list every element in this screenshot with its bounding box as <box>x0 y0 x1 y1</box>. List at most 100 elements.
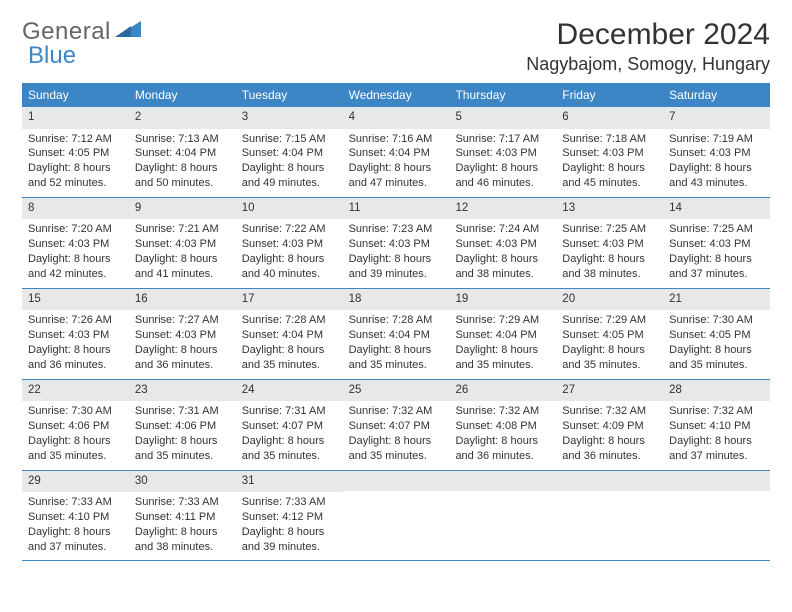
dayheader-wednesday: Wednesday <box>343 83 450 107</box>
sunrise: Sunrise: 7:28 AM <box>349 313 444 328</box>
day-cell <box>449 471 556 561</box>
sunset: Sunset: 4:04 PM <box>135 146 230 161</box>
day-body: Sunrise: 7:32 AMSunset: 4:08 PMDaylight:… <box>449 401 556 469</box>
day-cell: 2Sunrise: 7:13 AMSunset: 4:04 PMDaylight… <box>129 107 236 197</box>
day-number: 17 <box>236 289 343 311</box>
daylight-1: Daylight: 8 hours <box>455 343 550 358</box>
sunrise: Sunrise: 7:22 AM <box>242 222 337 237</box>
day-number: 2 <box>129 107 236 129</box>
day-cell: 17Sunrise: 7:28 AMSunset: 4:04 PMDayligh… <box>236 289 343 379</box>
sunrise: Sunrise: 7:32 AM <box>562 404 657 419</box>
day-number: 20 <box>556 289 663 311</box>
location: Nagybajom, Somogy, Hungary <box>526 54 770 75</box>
day-cell <box>663 471 770 561</box>
daylight-2: and 35 minutes. <box>28 449 123 464</box>
day-body: Sunrise: 7:32 AMSunset: 4:09 PMDaylight:… <box>556 401 663 469</box>
sunrise: Sunrise: 7:20 AM <box>28 222 123 237</box>
day-body: Sunrise: 7:24 AMSunset: 4:03 PMDaylight:… <box>449 219 556 287</box>
day-cell: 14Sunrise: 7:25 AMSunset: 4:03 PMDayligh… <box>663 198 770 288</box>
sunrise: Sunrise: 7:12 AM <box>28 132 123 147</box>
daylight-2: and 41 minutes. <box>135 267 230 282</box>
day-body: Sunrise: 7:22 AMSunset: 4:03 PMDaylight:… <box>236 219 343 287</box>
sunrise: Sunrise: 7:28 AM <box>242 313 337 328</box>
sunrise: Sunrise: 7:30 AM <box>28 404 123 419</box>
daylight-2: and 40 minutes. <box>242 267 337 282</box>
day-number: 11 <box>343 198 450 220</box>
sunrise: Sunrise: 7:18 AM <box>562 132 657 147</box>
day-body: Sunrise: 7:15 AMSunset: 4:04 PMDaylight:… <box>236 129 343 197</box>
day-cell: 15Sunrise: 7:26 AMSunset: 4:03 PMDayligh… <box>22 289 129 379</box>
sunset: Sunset: 4:04 PM <box>349 328 444 343</box>
day-body: Sunrise: 7:31 AMSunset: 4:07 PMDaylight:… <box>236 401 343 469</box>
sunset: Sunset: 4:03 PM <box>28 328 123 343</box>
day-number <box>556 471 663 491</box>
daylight-1: Daylight: 8 hours <box>242 161 337 176</box>
day-number: 16 <box>129 289 236 311</box>
daylight-1: Daylight: 8 hours <box>349 343 444 358</box>
weeks-container: 1 Sunrise: 7:12 AM Sunset: 4:05 PM Daylight… <box>22 107 770 561</box>
day-cell: 26Sunrise: 7:32 AMSunset: 4:08 PMDayligh… <box>449 380 556 470</box>
week-row: 22Sunrise: 7:30 AMSunset: 4:06 PMDayligh… <box>22 380 770 471</box>
sunrise: Sunrise: 7:23 AM <box>349 222 444 237</box>
day-body: Sunrise: 7:29 AMSunset: 4:05 PMDaylight:… <box>556 310 663 378</box>
day-cell: 24Sunrise: 7:31 AMSunset: 4:07 PMDayligh… <box>236 380 343 470</box>
daylight-2: and 35 minutes. <box>669 358 764 373</box>
daylight-2: and 36 minutes. <box>455 449 550 464</box>
sunrise: Sunrise: 7:32 AM <box>349 404 444 419</box>
daylight-2: and 37 minutes. <box>28 540 123 555</box>
daylight-1: Daylight: 8 hours <box>28 343 123 358</box>
dayheader-monday: Monday <box>129 83 236 107</box>
sunrise: Sunrise: 7:24 AM <box>455 222 550 237</box>
day-number: 19 <box>449 289 556 311</box>
daylight-2: and 43 minutes. <box>669 176 764 191</box>
daylight-1: Daylight: 8 hours <box>455 252 550 267</box>
day-body: Sunrise: 7:17 AMSunset: 4:03 PMDaylight:… <box>449 129 556 197</box>
daylight-2: and 47 minutes. <box>349 176 444 191</box>
day-body: Sunrise: 7:32 AMSunset: 4:10 PMDaylight:… <box>663 401 770 469</box>
daylight-1: Daylight: 8 hours <box>242 525 337 540</box>
daylight-2: and 35 minutes. <box>349 358 444 373</box>
daylight-2: and 38 minutes. <box>562 267 657 282</box>
day-cell: 11Sunrise: 7:23 AMSunset: 4:03 PMDayligh… <box>343 198 450 288</box>
daylight-2: and 36 minutes. <box>135 358 230 373</box>
day-cell: 28Sunrise: 7:32 AMSunset: 4:10 PMDayligh… <box>663 380 770 470</box>
daylight-2: and 36 minutes. <box>28 358 123 373</box>
sunrise: Sunrise: 7:26 AM <box>28 313 123 328</box>
dayheader-saturday: Saturday <box>663 83 770 107</box>
day-body: Sunrise: 7:19 AMSunset: 4:03 PMDaylight:… <box>663 129 770 197</box>
day-body: Sunrise: 7:25 AMSunset: 4:03 PMDaylight:… <box>663 219 770 287</box>
day-body: Sunrise: 7:33 AMSunset: 4:10 PMDaylight:… <box>22 492 129 560</box>
day-cell: 16Sunrise: 7:27 AMSunset: 4:03 PMDayligh… <box>129 289 236 379</box>
day-number <box>343 471 450 491</box>
sunset: Sunset: 4:05 PM <box>562 328 657 343</box>
day-body: Sunrise: 7:28 AMSunset: 4:04 PMDaylight:… <box>236 310 343 378</box>
sunrise: Sunrise: 7:15 AM <box>242 132 337 147</box>
day-cell: 21Sunrise: 7:30 AMSunset: 4:05 PMDayligh… <box>663 289 770 379</box>
day-cell <box>343 471 450 561</box>
day-cell: 1Sunrise: 7:12 AMSunset: 4:05 PMDaylight… <box>22 107 129 197</box>
sunset: Sunset: 4:07 PM <box>349 419 444 434</box>
day-body: Sunrise: 7:21 AMSunset: 4:03 PMDaylight:… <box>129 219 236 287</box>
daylight-1: Daylight: 8 hours <box>135 525 230 540</box>
day-number: 12 <box>449 198 556 220</box>
daylight-2: and 35 minutes. <box>455 358 550 373</box>
day-cell: 12Sunrise: 7:24 AMSunset: 4:03 PMDayligh… <box>449 198 556 288</box>
day-number: 27 <box>556 380 663 402</box>
sunset: Sunset: 4:03 PM <box>562 237 657 252</box>
sunrise: Sunrise: 7:33 AM <box>135 495 230 510</box>
calendar: Sunday Monday Tuesday Wednesday Thursday… <box>22 83 770 561</box>
daylight-1: Daylight: 8 hours <box>349 434 444 449</box>
sunrise: Sunrise: 7:32 AM <box>669 404 764 419</box>
day-cell: 20Sunrise: 7:29 AMSunset: 4:05 PMDayligh… <box>556 289 663 379</box>
daylight-1: Daylight: 8 hours <box>349 161 444 176</box>
day-number: 9 <box>129 198 236 220</box>
sunrise: Sunrise: 7:25 AM <box>669 222 764 237</box>
day-number: 1 <box>22 107 129 129</box>
day-number: 18 <box>343 289 450 311</box>
daylight-1: Daylight: 8 hours <box>562 161 657 176</box>
sunset: Sunset: 4:03 PM <box>28 237 123 252</box>
day-number: 13 <box>556 198 663 220</box>
daylight-1: Daylight: 8 hours <box>135 434 230 449</box>
day-number: 30 <box>129 471 236 493</box>
week-row: 8Sunrise: 7:20 AMSunset: 4:03 PMDaylight… <box>22 198 770 289</box>
